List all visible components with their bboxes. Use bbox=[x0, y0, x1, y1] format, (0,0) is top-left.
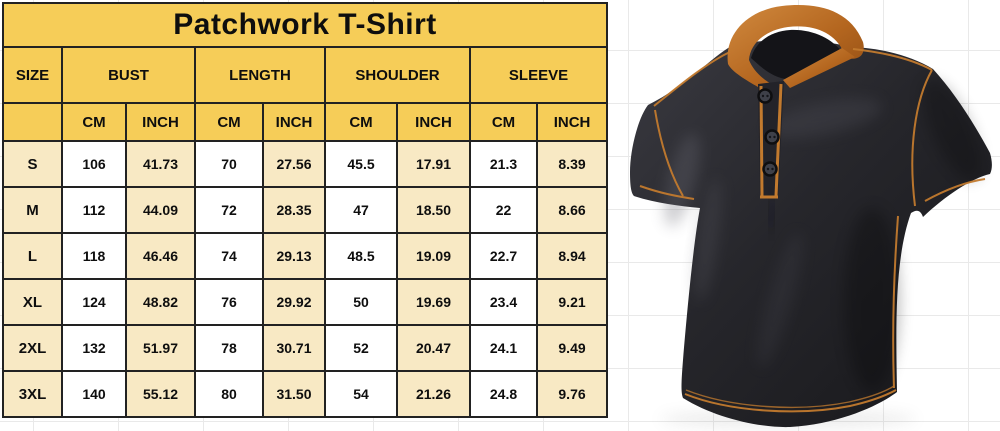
table-row: L 118 46.46 74 29.13 48.5 19.09 22.7 8.94 bbox=[2, 232, 609, 280]
cell-sleeve-inch: 9.21 bbox=[535, 278, 609, 326]
cell-bust-cm: 140 bbox=[61, 370, 127, 418]
button bbox=[757, 88, 773, 104]
cell-size: M bbox=[2, 186, 63, 234]
unit-header-sleeve-cm: CM bbox=[469, 102, 538, 142]
cell-bust-inch: 44.09 bbox=[125, 186, 196, 234]
table-row: M 112 44.09 72 28.35 47 18.50 22 8.66 bbox=[2, 186, 609, 234]
cell-sleeve-cm: 24.8 bbox=[469, 370, 538, 418]
unit-header-length-cm: CM bbox=[194, 102, 264, 142]
cell-sleeve-cm: 21.3 bbox=[469, 140, 538, 188]
contrast-stitching bbox=[639, 48, 986, 413]
cell-length-cm: 70 bbox=[194, 140, 264, 188]
cell-bust-cm: 112 bbox=[61, 186, 127, 234]
button bbox=[764, 129, 780, 145]
cell-size: S bbox=[2, 140, 63, 188]
unit-header-shoulder-cm: CM bbox=[324, 102, 398, 142]
cell-size: L bbox=[2, 232, 63, 280]
unit-header-length-inch: INCH bbox=[262, 102, 326, 142]
product-photo bbox=[630, 5, 992, 428]
cell-shoulder-cm: 50 bbox=[324, 278, 398, 326]
cell-sleeve-cm: 24.1 bbox=[469, 324, 538, 372]
col-header-length: LENGTH bbox=[194, 46, 326, 104]
unit-header-shoulder-inch: INCH bbox=[396, 102, 471, 142]
cell-shoulder-cm: 54 bbox=[324, 370, 398, 418]
cell-sleeve-cm: 23.4 bbox=[469, 278, 538, 326]
col-header-shoulder: SHOULDER bbox=[324, 46, 471, 104]
button bbox=[762, 161, 778, 177]
cell-shoulder-cm: 48.5 bbox=[324, 232, 398, 280]
cell-length-cm: 80 bbox=[194, 370, 264, 418]
table-row: 2XL 132 51.97 78 30.71 52 20.47 24.1 9.49 bbox=[2, 324, 609, 372]
cell-sleeve-inch: 9.49 bbox=[535, 324, 609, 372]
cell-size: 2XL bbox=[2, 324, 63, 372]
unit-header-row: CM INCH CM INCH CM INCH CM INCH bbox=[2, 102, 609, 142]
cell-shoulder-cm: 52 bbox=[324, 324, 398, 372]
cell-length-cm: 72 bbox=[194, 186, 264, 234]
cell-sleeve-cm: 22 bbox=[469, 186, 538, 234]
collar-inside-shadow bbox=[751, 29, 841, 80]
title-row: Patchwork T-Shirt bbox=[1, 2, 609, 48]
cell-bust-inch: 48.82 bbox=[125, 278, 196, 326]
cell-length-cm: 76 bbox=[194, 278, 264, 326]
cell-bust-cm: 124 bbox=[61, 278, 127, 326]
cell-shoulder-inch: 19.69 bbox=[396, 278, 471, 326]
cell-length-inch: 29.13 bbox=[262, 232, 326, 280]
cell-shoulder-cm: 47 bbox=[324, 186, 398, 234]
unit-header-bust-inch: INCH bbox=[125, 102, 196, 142]
table-row: S 106 41.73 70 27.56 45.5 17.91 21.3 8.39 bbox=[2, 140, 609, 188]
cell-length-inch: 31.50 bbox=[262, 370, 326, 418]
collar-front-band bbox=[783, 48, 855, 88]
cell-sleeve-cm: 22.7 bbox=[469, 232, 538, 280]
cell-length-inch: 28.35 bbox=[262, 186, 326, 234]
col-header-bust: BUST bbox=[61, 46, 196, 104]
size-rows: S 106 41.73 70 27.56 45.5 17.91 21.3 8.39 M 112 44.… bbox=[2, 140, 609, 418]
cell-bust-inch: 46.46 bbox=[125, 232, 196, 280]
cell-length-cm: 78 bbox=[194, 324, 264, 372]
cell-bust-cm: 118 bbox=[61, 232, 127, 280]
cell-bust-inch: 51.97 bbox=[125, 324, 196, 372]
cell-sleeve-inch: 8.94 bbox=[535, 232, 609, 280]
cell-shoulder-inch: 19.09 bbox=[396, 232, 471, 280]
col-header-size: SIZE bbox=[2, 46, 63, 104]
cell-bust-cm: 106 bbox=[61, 140, 127, 188]
cell-sleeve-inch: 8.39 bbox=[535, 140, 609, 188]
cell-length-cm: 74 bbox=[194, 232, 264, 280]
cell-shoulder-cm: 45.5 bbox=[324, 140, 398, 188]
table-row: 3XL 140 55.12 80 31.50 54 21.26 24.8 9.76 bbox=[2, 370, 609, 418]
unit-header-sleeve-inch: INCH bbox=[535, 102, 609, 142]
cell-length-inch: 29.92 bbox=[262, 278, 326, 326]
cell-bust-cm: 132 bbox=[61, 324, 127, 372]
cell-length-inch: 27.56 bbox=[262, 140, 326, 188]
col-header-sleeve: SLEEVE bbox=[468, 46, 609, 104]
cell-length-inch: 30.71 bbox=[262, 324, 326, 372]
cell-sleeve-inch: 9.76 bbox=[535, 370, 609, 418]
chart-title: Patchwork T-Shirt bbox=[1, 2, 609, 48]
size-chart-table: Patchwork T-Shirt SIZE BUST LENGTH SHOUL… bbox=[1, 2, 609, 418]
cell-size: XL bbox=[2, 278, 63, 326]
cell-shoulder-inch: 17.91 bbox=[396, 140, 471, 188]
cell-shoulder-inch: 20.47 bbox=[396, 324, 471, 372]
shirt-collar bbox=[727, 5, 864, 91]
cell-shoulder-inch: 21.26 bbox=[396, 370, 471, 418]
shirt-body bbox=[630, 39, 992, 428]
cell-bust-inch: 41.73 bbox=[125, 140, 196, 188]
unit-header-blank bbox=[2, 102, 63, 142]
cell-size: 3XL bbox=[2, 370, 63, 418]
table-row: XL 124 48.82 76 29.92 50 19.69 23.4 9.21 bbox=[2, 278, 609, 326]
unit-header-bust-cm: CM bbox=[61, 102, 127, 142]
button-placket bbox=[757, 81, 784, 229]
cell-sleeve-inch: 8.66 bbox=[535, 186, 609, 234]
group-header-row: SIZE BUST LENGTH SHOULDER SLEEVE bbox=[2, 46, 609, 104]
cell-bust-inch: 55.12 bbox=[125, 370, 196, 418]
cell-shoulder-inch: 18.50 bbox=[396, 186, 471, 234]
